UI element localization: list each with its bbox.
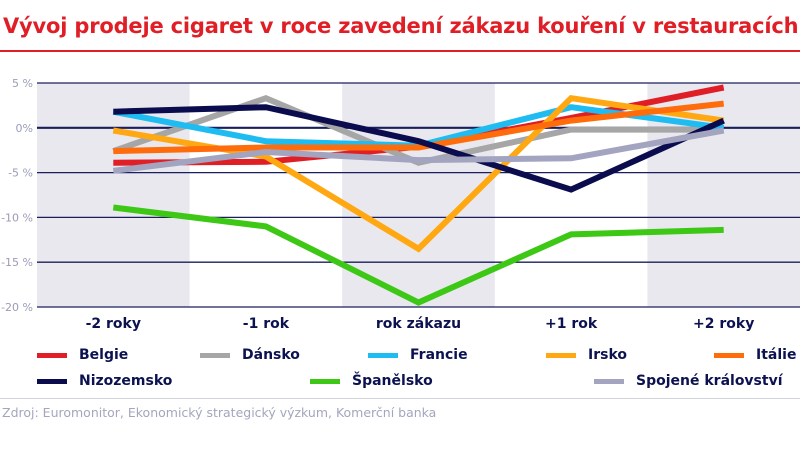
legend-item-belgie: Belgie	[37, 344, 128, 366]
legend-item-nizozemsko: Nizozemsko	[37, 370, 172, 392]
y-tick-label: -5 %	[8, 167, 33, 180]
category-band	[647, 83, 800, 307]
legend-item-dansko: Dánsko	[200, 344, 300, 366]
legend-swatch	[37, 378, 67, 384]
x-axis-labels: -2 roky -1 rok rok zákazu +1 rok +2 roky	[86, 316, 755, 332]
x-tick-label: -2 roky	[86, 316, 141, 332]
series-line-itálie	[113, 100, 725, 155]
series-line-španělsko	[112, 204, 724, 306]
legend-swatch	[594, 378, 624, 384]
chart-title: Vývoj prodeje cigaret v roce zavedení zá…	[3, 14, 799, 38]
x-tick-label: +1 rok	[545, 316, 598, 332]
y-tick-label: 0%	[16, 122, 33, 135]
data-series	[112, 84, 725, 306]
x-tick-label: +2 roky	[693, 316, 754, 332]
x-tick-label: -1 rok	[243, 316, 290, 332]
legend-swatch	[546, 352, 576, 358]
legend-label: Spojené království	[636, 373, 783, 389]
legend-label: Dánsko	[242, 347, 300, 363]
legend-swatch	[200, 352, 230, 358]
legend-label: Francie	[410, 347, 468, 363]
legend-swatch	[37, 352, 67, 358]
legend-item-spojene-kralovstvi: Spojené království	[594, 370, 783, 392]
legend-label: Španělsko	[352, 373, 433, 389]
legend-swatch	[368, 352, 398, 358]
series-line-spojené-království	[112, 127, 725, 174]
source-divider	[0, 398, 800, 399]
category-band	[37, 83, 190, 307]
legend-item-italie: Itálie	[714, 344, 796, 366]
line-chart: 5 % 0% -5 % -10 % -15 % -20 % -2 roky -1 rok ro…	[1, 77, 800, 332]
legend-label: Belgie	[79, 347, 129, 363]
y-tick-label: -20 %	[1, 301, 33, 314]
legend-swatch	[310, 378, 340, 384]
y-tick-label: -10 %	[1, 211, 33, 224]
gridlines	[37, 82, 800, 308]
y-tick-label: -15 %	[1, 256, 33, 269]
series-line-nizozemsko	[113, 104, 725, 193]
title-divider	[0, 50, 800, 52]
legend-item-spanelsko: Španělsko	[310, 370, 433, 392]
x-tick-label: rok zákazu	[376, 316, 461, 332]
legend-label: Irsko	[588, 347, 627, 363]
y-tick-label: 5 %	[12, 77, 33, 90]
legend-item-francie: Francie	[368, 344, 468, 366]
legend-item-irsko: Irsko	[546, 344, 627, 366]
legend-label: Itálie	[756, 347, 797, 363]
legend-swatch	[714, 352, 744, 358]
source-note: Zdroj: Euromonitor, Ekonomický strategic…	[2, 405, 437, 420]
chart-legend: Belgie Dánsko Francie Irsko Itálie Nizoz…	[0, 344, 800, 398]
y-axis-ticks: 5 % 0% -5 % -10 % -15 % -20 %	[1, 77, 33, 314]
legend-label: Nizozemsko	[79, 373, 173, 389]
